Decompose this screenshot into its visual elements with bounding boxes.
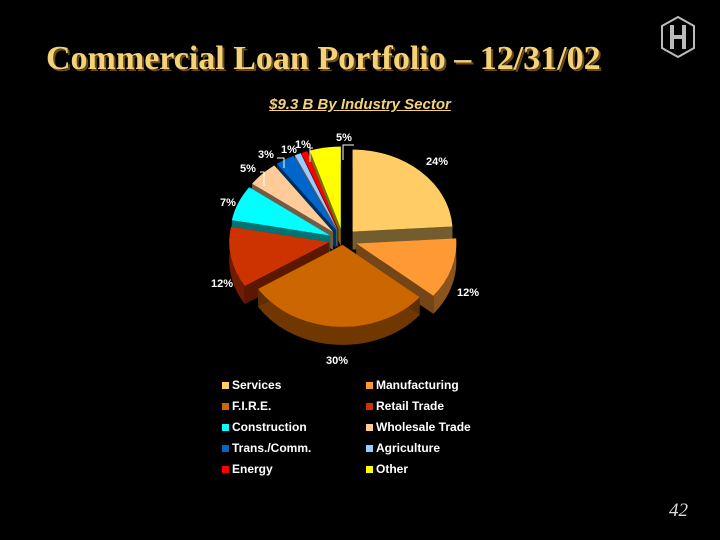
data-label-0: 24% <box>426 156 448 168</box>
data-label-4: 7% <box>220 197 236 209</box>
legend-label: Energy <box>232 462 273 476</box>
data-label-3: 12% <box>211 278 233 290</box>
legend-item: Trans./Comm. <box>222 441 311 455</box>
data-label-6: 3% <box>258 149 274 161</box>
data-label-1: 12% <box>457 287 479 299</box>
legend-item: Agriculture <box>366 441 440 455</box>
legend-swatch <box>366 423 373 431</box>
logo-icon <box>661 16 695 58</box>
legend-item: Retail Trade <box>366 399 444 413</box>
legend-swatch <box>366 465 373 473</box>
legend-swatch <box>366 381 373 389</box>
legend-label: Agriculture <box>376 441 441 455</box>
leader-line <box>309 147 313 162</box>
legend-swatch <box>222 465 229 473</box>
data-label-5: 5% <box>240 163 256 175</box>
legend-swatch <box>366 402 373 410</box>
leader-line <box>342 144 354 160</box>
legend-swatch <box>222 402 229 410</box>
data-label-2: 30% <box>326 355 348 367</box>
legend-label: Manufacturing <box>376 378 459 392</box>
legend-label: Retail Trade <box>376 399 445 413</box>
legend-item: Other <box>366 462 408 476</box>
data-label-9: 5% <box>336 132 352 144</box>
legend-label: F.I.R.E. <box>232 399 272 413</box>
page-title: Commercial Loan Portfolio – 12/31/02 <box>46 40 601 77</box>
legend-item: F.I.R.E. <box>222 399 271 413</box>
legend-swatch <box>366 444 373 452</box>
leader-line <box>260 171 265 186</box>
legend-swatch <box>222 444 229 452</box>
legend-label: Services <box>232 378 282 392</box>
chart-subtitle: $9.3 B By Industry Sector <box>269 96 451 113</box>
legend-item: Energy <box>222 462 273 476</box>
legend-swatch <box>222 423 229 431</box>
legend-item: Services <box>222 378 281 392</box>
data-label-7: 1% <box>281 144 297 156</box>
page-number: 42 <box>669 500 688 521</box>
data-label-8: 1% <box>295 139 311 151</box>
leader-line <box>277 157 285 168</box>
legend-item: Manufacturing <box>366 378 459 392</box>
legend-label: Wholesale Trade <box>376 420 471 434</box>
legend-item: Construction <box>222 420 307 434</box>
legend-label: Other <box>376 462 409 476</box>
pie-slice-f-i-r-e <box>258 244 420 345</box>
legend-label: Trans./Comm. <box>232 441 312 455</box>
pie-chart: 24%12%30%12%7%5%3% 1%1%5% <box>211 132 479 367</box>
legend-swatch <box>222 381 229 389</box>
legend-label: Construction <box>232 420 307 434</box>
legend-item: Wholesale Trade <box>366 420 471 434</box>
